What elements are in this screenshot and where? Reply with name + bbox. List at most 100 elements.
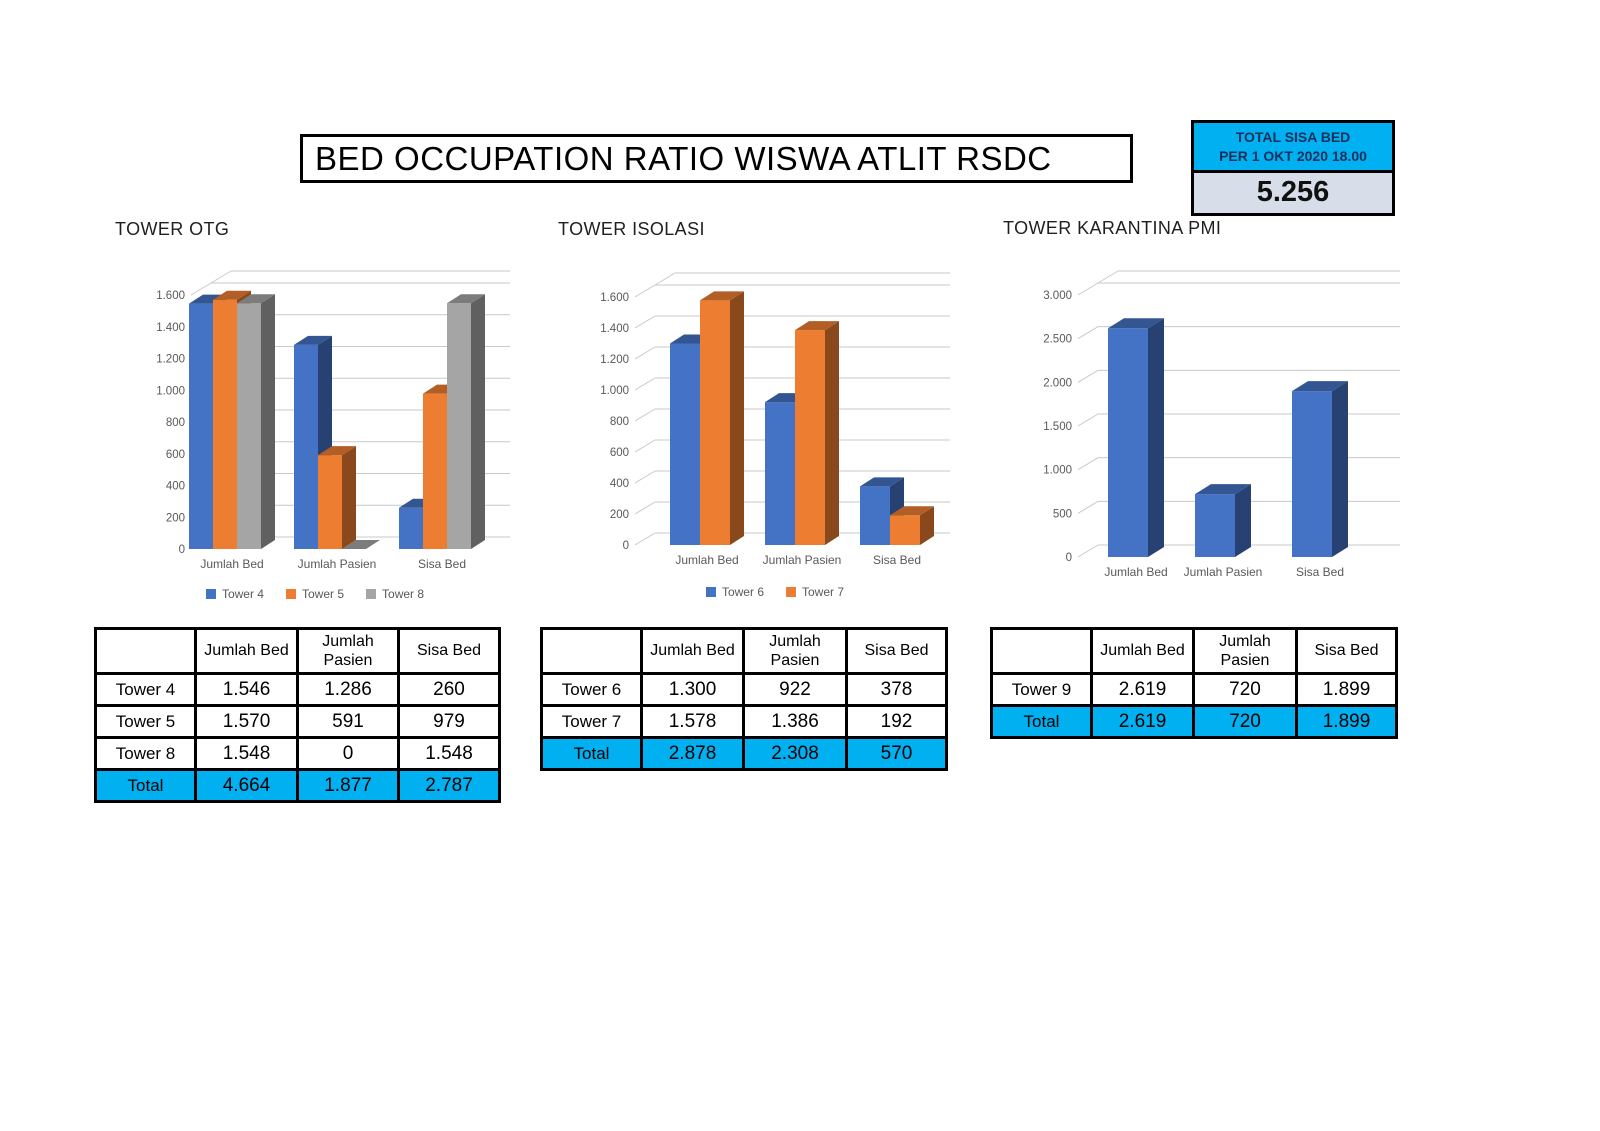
bar-front — [1195, 494, 1235, 557]
table-row: Tower 7 1.578 1.386 192 — [540, 704, 948, 739]
bar-top — [1292, 381, 1348, 392]
gridline — [210, 270, 232, 284]
table-cell: 591 — [296, 704, 400, 739]
chart-tower-isolasi: 0 200 400 600 800 1.000 1.200 1.400 1.600 Jumlah … — [600, 272, 950, 567]
y-tick-label: 200 — [610, 509, 629, 521]
table-cell: 1.578 — [640, 704, 745, 739]
bar-tower-8-sisa-bed — [447, 294, 485, 549]
legend-entry-tower-6: Tower 6 — [705, 585, 764, 599]
bar-top — [890, 506, 934, 516]
y-tick-label: 800 — [166, 417, 185, 429]
table-row-label: Tower 8 — [94, 736, 197, 771]
x-category-label: Jumlah Bed — [200, 557, 263, 571]
bar-side — [1148, 318, 1164, 557]
bar-front — [318, 455, 342, 549]
table-row: Tower 8 1.548 0 1.548 — [94, 736, 501, 771]
bar-front — [237, 303, 261, 549]
table-header-cell: Sisa Bed — [1295, 627, 1398, 675]
table-header-row: Jumlah Bed Jumlah Pasien Sisa Bed — [990, 627, 1398, 675]
legend-label: Tower 4 — [221, 587, 264, 601]
table-cell: 1.386 — [742, 704, 848, 739]
bar-front — [765, 402, 795, 545]
bar-top — [795, 321, 839, 331]
y-tick-label: 1.400 — [156, 322, 185, 334]
total-sisa-bed-header-line2: PER 1 OKT 2020 18.00 — [1219, 147, 1367, 164]
table-header-row: Jumlah Bed Jumlah Pasien Sisa Bed — [540, 627, 948, 675]
bar-side — [825, 321, 839, 545]
table-corner-cell — [990, 627, 1093, 675]
page-title: BED OCCUPATION RATIO WISWA ATLIT RSDC — [315, 139, 1052, 177]
table-cell: 0 — [296, 736, 400, 771]
table-header-cell: Jumlah Bed — [1090, 627, 1195, 675]
bar-tower-9-sisa-bed — [1292, 381, 1348, 557]
table-cell: 1.300 — [640, 672, 745, 707]
chart-title-tower-otg: TOWER OTG — [115, 219, 230, 239]
total-sisa-bed-box: TOTAL SISA BED PER 1 OKT 2020 18.00 5.25… — [1191, 120, 1395, 216]
bar-top — [294, 335, 332, 345]
gridline — [654, 272, 676, 286]
gridline — [1077, 369, 1099, 383]
gridline — [1077, 544, 1099, 558]
bar-top — [237, 294, 275, 304]
table-row-label: Tower 6 — [540, 672, 643, 707]
total-sisa-bed-header-line1: TOTAL SISA BED — [1235, 129, 1351, 145]
bar-top — [342, 540, 380, 549]
bar-side — [261, 294, 275, 549]
y-tick-label: 0 — [179, 544, 185, 556]
x-category-label: Jumlah Pasien — [1184, 565, 1263, 579]
bar-top — [860, 477, 904, 487]
table-header-cell: Jumlah Pasien — [742, 627, 848, 675]
table-header-cell: Jumlah Bed — [640, 627, 745, 675]
legend-entry-tower-7: Tower 7 — [786, 585, 844, 599]
table-total-cell: 570 — [845, 736, 948, 771]
y-tick-label: 400 — [166, 481, 185, 493]
legend-tower-otg: Tower 4 Tower 5 Tower 8 — [115, 587, 515, 601]
table-row-label: Tower 5 — [94, 704, 197, 739]
table-total-cell: 720 — [1192, 704, 1298, 739]
table-total-cell: 2.619 — [1090, 704, 1195, 739]
table-tower-isolasi: Jumlah Bed Jumlah Pasien Sisa Bed Tower 6 1.… — [540, 627, 948, 771]
table-tower-otg: Jumlah Bed Jumlah Pasien Sisa Bed Tower 4 1.… — [94, 627, 501, 803]
y-tick-label: 1.500 — [1043, 421, 1072, 433]
gridline — [1077, 457, 1099, 471]
table-total-cell: 2.878 — [640, 736, 745, 771]
legend-tower-isolasi: Tower 6 Tower 7 — [565, 585, 985, 599]
gridline — [634, 346, 656, 360]
y-tick-label: 0 — [1066, 552, 1072, 564]
table-tower-karantina-pmi: Jumlah Bed Jumlah Pasien Sisa Bed Tower 9 2.… — [990, 627, 1398, 739]
x-category-label: Sisa Bed — [418, 557, 466, 571]
bar-side — [920, 506, 934, 545]
gridline — [634, 315, 656, 329]
table-cell: 1.548 — [194, 736, 299, 771]
y-tick-label: 1.000 — [600, 385, 629, 397]
table-row: Tower 5 1.570 591 979 — [94, 704, 501, 739]
table-corner-cell — [94, 627, 197, 675]
legend-swatch-icon — [705, 587, 716, 597]
table-cell: 2.619 — [1090, 672, 1195, 707]
gridline — [190, 282, 212, 296]
table-total-label: Total — [94, 768, 197, 803]
bar-front — [890, 515, 920, 545]
chart-title-tower-isolasi: TOWER ISOLASI — [558, 219, 705, 239]
bar-front — [1108, 328, 1148, 557]
legend-label: Tower 7 — [802, 585, 845, 599]
legend-entry-tower-5: Tower 5 — [285, 587, 344, 601]
chart-tower-karantina-pmi: 0 500 1.000 1.500 2.000 2.500 3.000 Jumlah Bed J… — [1043, 270, 1400, 579]
table-cell: 378 — [845, 672, 948, 707]
bar-front — [700, 300, 730, 545]
bar-side — [1235, 484, 1251, 557]
table-row-label: Tower 4 — [94, 672, 197, 707]
bar-tower-7-jumlah-bed — [700, 291, 744, 545]
table-total-label: Total — [990, 704, 1093, 739]
bar-tower-7-jumlah-pasien — [795, 321, 839, 545]
legend-swatch-icon — [366, 589, 377, 599]
table-header-cell: Sisa Bed — [397, 627, 501, 675]
y-tick-label: 1.000 — [1043, 465, 1072, 477]
y-tick-label: 800 — [610, 416, 629, 428]
bar-side — [730, 291, 744, 545]
y-tick-label: 1.600 — [156, 290, 185, 302]
legend-entry-tower-4: Tower 4 — [205, 587, 264, 601]
bar-tower-9-jumlah-pasien — [1195, 484, 1251, 557]
table-cell: 260 — [397, 672, 501, 707]
table-total-row: Total 4.664 1.877 2.787 — [94, 768, 501, 803]
